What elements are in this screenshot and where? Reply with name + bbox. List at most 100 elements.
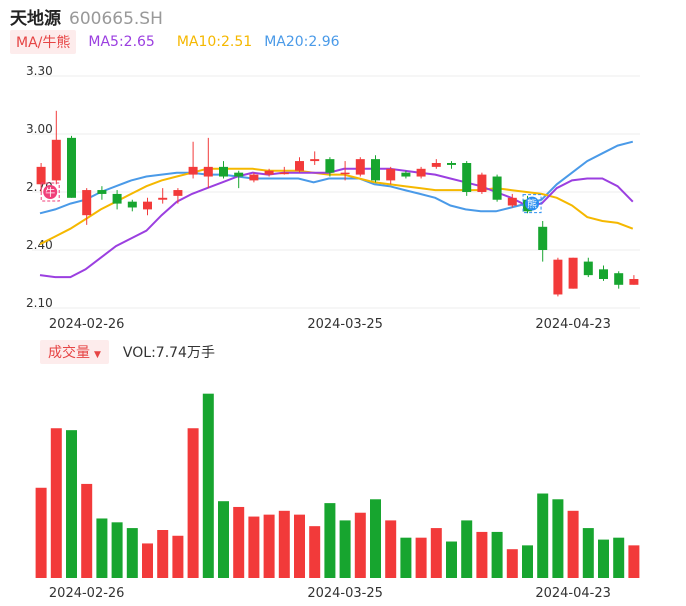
volume-bar [248, 516, 260, 578]
candle [447, 161, 456, 169]
volume-bar [430, 528, 442, 578]
candle-body [401, 172, 411, 177]
volume-bar [309, 526, 321, 578]
candle [234, 170, 244, 189]
volume-bar [370, 499, 381, 578]
volume-bar [96, 518, 108, 578]
signal-markers: 牛熊 [40, 182, 542, 214]
candle-body [325, 159, 335, 173]
candle-body [36, 166, 46, 185]
candle-body [67, 137, 76, 198]
x-tick-label: 2024-04-23 [535, 586, 611, 601]
candle [431, 159, 441, 169]
x-tick-label: 2024-03-25 [307, 586, 383, 601]
volume-bar [187, 428, 199, 578]
candle [173, 188, 183, 204]
y-tick-label: 3.30 [26, 64, 53, 78]
volume-tag-label: 成交量 [48, 345, 90, 361]
volume-bar [354, 512, 366, 578]
ma-legend: MA/牛熊 MA5:2.65 MA10:2.51 MA20:2.96 [10, 30, 340, 54]
candle [112, 190, 122, 210]
candle [249, 172, 259, 183]
x-tick-label: 2024-02-26 [49, 586, 125, 601]
volume-bar [339, 520, 351, 578]
candle-body [234, 172, 244, 177]
candle-body [249, 174, 259, 181]
candle-body [295, 161, 304, 171]
volume-bar [552, 499, 564, 578]
candle [583, 257, 593, 278]
candle-body [462, 163, 472, 192]
candle-body [158, 197, 168, 200]
candle-body [188, 166, 198, 175]
caret-down-icon: ▼ [94, 350, 101, 360]
moving-average-lines [39, 140, 634, 279]
volume-indicator-selector[interactable]: 成交量 ▼ [40, 340, 109, 364]
candle [492, 174, 502, 202]
volume-bar [278, 510, 290, 578]
volume-bar [66, 430, 77, 578]
volume-bar [613, 537, 625, 578]
ma10-line [39, 167, 634, 246]
candle-body [629, 279, 639, 285]
candle [67, 135, 76, 198]
volume-bar [446, 541, 457, 578]
price-date-labels: 2024-02-26 2024-03-25 2024-04-23 [49, 317, 611, 332]
stock-code: 600665.SH [69, 9, 163, 29]
candle-body [431, 163, 441, 167]
volume-bar [202, 393, 214, 578]
candle [629, 275, 639, 285]
candle-body [492, 176, 502, 200]
candle-body [173, 190, 183, 196]
candle [477, 172, 487, 194]
candle-body [143, 201, 152, 210]
ma-indicator-selector[interactable]: MA/牛熊 [10, 30, 77, 54]
volume-bar [476, 531, 488, 578]
candle [386, 166, 396, 185]
candle [295, 157, 304, 173]
candle-body [447, 163, 456, 165]
volume-legend: 成交量 ▼ VOL:7.74万手 [40, 340, 215, 364]
volume-bar [522, 545, 533, 578]
bull-marker-frame [40, 182, 60, 202]
candle-body [264, 170, 274, 175]
ma20-legend: MA20:2.96 [264, 34, 340, 50]
volume-bar [537, 493, 549, 578]
candle [219, 161, 228, 179]
candle [599, 265, 608, 281]
candle-body [112, 193, 122, 204]
candle-body [279, 172, 289, 175]
candle-body [583, 261, 593, 276]
volume-bar [142, 543, 153, 578]
ma5-legend: MA5:2.65 [88, 34, 155, 50]
candle-body [51, 139, 61, 181]
candle [97, 186, 107, 200]
ma10-legend: MA10:2.51 [176, 34, 253, 50]
candle-body [507, 197, 517, 206]
candle [188, 141, 198, 179]
volume-bar [400, 537, 412, 578]
candle [507, 193, 517, 208]
bear-marker-label: 熊 [527, 198, 537, 211]
candle-body [599, 269, 608, 279]
volume-bar [233, 506, 245, 578]
candle-body [127, 201, 137, 208]
bull-marker-label: 牛 [45, 186, 55, 199]
bear-marker-frame [522, 194, 542, 214]
bear-marker-dot [525, 196, 540, 211]
candle [614, 271, 624, 289]
candle [462, 161, 472, 196]
candle [340, 161, 350, 181]
candle-body [82, 190, 92, 216]
volume-bar [263, 514, 275, 578]
volume-bar [218, 501, 229, 578]
candle [355, 157, 365, 177]
candle [310, 151, 320, 165]
volume-bar [157, 530, 169, 578]
y-tick-label: 3.00 [26, 122, 53, 136]
candle-body [568, 257, 578, 289]
volume-value: VOL:7.74万手 [122, 345, 215, 361]
candle-body [203, 166, 213, 177]
candle [401, 170, 411, 179]
